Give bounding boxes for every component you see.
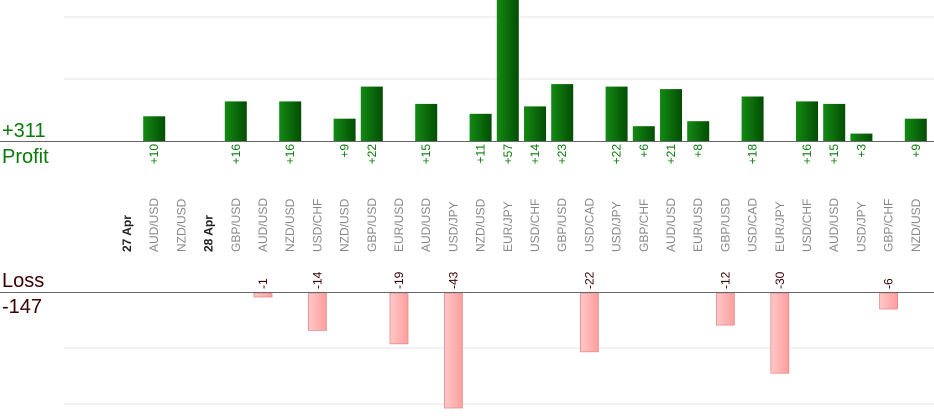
loss-value-labels: -1 -14 -19 -43 -22 -12 -30 -6: [256, 271, 896, 289]
pair-label: USD/CHF: [528, 199, 542, 252]
profit-value-label: +11: [474, 144, 488, 164]
profit-bar: [415, 103, 438, 141]
pair-label: USD/JPY: [610, 201, 624, 252]
pair-label: GBP/USD: [229, 198, 243, 252]
pair-label: USD/JPY: [446, 201, 460, 252]
profit-value-label: +22: [610, 144, 624, 165]
profit-bar: [823, 103, 846, 141]
profit-value-label: +8: [691, 144, 705, 158]
profit-value-labels: +10 +16 +16 +9 +22 +15 +11 +57 +14 +23 +22 +6 +21 +8 +…: [147, 144, 923, 165]
loss-value-label: -30: [773, 271, 787, 289]
loss-value-label: -19: [392, 271, 406, 289]
pair-label: NZD/USD: [283, 198, 297, 252]
pair-label: USD/CAD: [582, 198, 596, 252]
date-label: 28 Apr: [202, 215, 216, 252]
profit-bar: [143, 116, 166, 141]
profit-bar: [333, 118, 356, 141]
loss-bars: [253, 292, 898, 409]
pair-label: AUD/USD: [827, 198, 841, 252]
pair-label: GBP/CHF: [637, 199, 651, 252]
profit-bar: [632, 126, 655, 141]
loss-bar: [879, 292, 898, 310]
loss-value-label: -22: [582, 271, 596, 289]
pair-label: USD/CHF: [310, 199, 324, 252]
pair-label: EUR/USD: [691, 198, 705, 252]
pair-label: USD/CAD: [746, 198, 760, 252]
profit-value-label: +15: [419, 144, 433, 165]
loss-bar: [307, 292, 327, 331]
category-labels: 27 Apr AUD/USD NZD/USD 28 Apr GBP/USD AUD/USD…: [120, 198, 923, 252]
profit-bar: [551, 84, 574, 141]
profit-value-label: +14: [528, 144, 542, 165]
profit-bar: [524, 106, 546, 141]
pair-label: USD/CHF: [800, 199, 814, 252]
loss-value-label: -14: [310, 271, 324, 289]
pair-label: EUR/USD: [392, 198, 406, 252]
pair-label: NZD/USD: [474, 198, 488, 252]
profit-value-label: +23: [555, 144, 569, 165]
loss-value-label: -6: [882, 278, 896, 289]
loss-total: -147: [2, 296, 42, 318]
profit-bar: [496, 0, 519, 141]
profit-bar: [360, 86, 383, 141]
profit-value-label: +21: [664, 144, 678, 165]
loss-bar: [253, 292, 273, 298]
pair-label: EUR/JPY: [773, 201, 787, 252]
profit-value-label: +9: [909, 144, 923, 158]
pair-label: NZD/USD: [338, 198, 352, 252]
profit-value-label: +10: [147, 144, 161, 165]
loss-bar: [580, 292, 599, 353]
date-label: 27 Apr: [120, 215, 134, 252]
loss-value-label: -12: [718, 271, 732, 289]
pair-label: AUD/USD: [419, 198, 433, 252]
profit-value-label: +16: [800, 144, 814, 165]
pair-label: GBP/USD: [555, 198, 569, 252]
profit-value-label: +18: [746, 144, 760, 165]
pair-label: GBP/CHF: [882, 199, 896, 252]
profit-value-label: +16: [283, 144, 297, 165]
profit-value-label: +3: [854, 144, 868, 158]
pair-label: NZD/USD: [174, 198, 188, 252]
pair-label: EUR/JPY: [501, 201, 515, 252]
profit-bar: [660, 89, 682, 141]
profit-value-label: +22: [365, 144, 379, 165]
axis-lines: [0, 141, 934, 293]
profit-bar: [224, 101, 247, 141]
profit-bars: [143, 0, 927, 141]
loss-bar: [443, 292, 463, 409]
profit-bar: [904, 118, 927, 141]
profit-bar: [796, 101, 818, 141]
pair-label: NZD/USD: [909, 198, 923, 252]
profit-total: +311: [2, 120, 46, 142]
profit-bar: [687, 121, 710, 141]
profit-bar: [741, 96, 764, 141]
pair-label: GBP/USD: [365, 198, 379, 252]
profit-value-label: +16: [229, 144, 243, 165]
loss-value-label: -43: [446, 271, 460, 289]
pair-label: USD/JPY: [854, 201, 868, 252]
pair-label: AUD/USD: [664, 198, 678, 252]
profit-value-label: +57: [501, 144, 515, 165]
profit-value-label: +6: [637, 144, 651, 158]
profit-bar: [850, 133, 873, 141]
profit-bar: [605, 86, 628, 141]
profit-value-label: +15: [827, 144, 841, 165]
profit-label: Profit: [2, 146, 49, 168]
loss-label: Loss: [2, 270, 44, 292]
loss-bar: [716, 292, 735, 326]
loss-bar: [389, 292, 409, 345]
profit-value-label: +9: [338, 144, 352, 158]
profit-bar: [279, 101, 302, 141]
loss-bar: [770, 292, 790, 374]
pair-label: GBP/USD: [718, 198, 732, 252]
pair-label: AUD/USD: [256, 198, 270, 252]
profit-bar: [469, 113, 492, 141]
pair-label: AUD/USD: [147, 198, 161, 252]
loss-value-label: -1: [256, 278, 270, 289]
